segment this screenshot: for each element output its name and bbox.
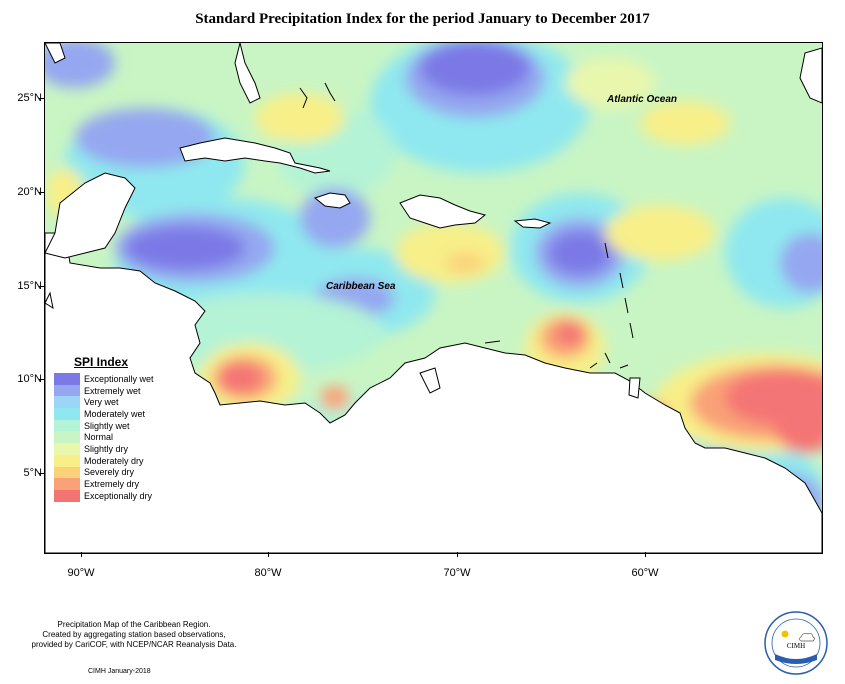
sun-icon xyxy=(781,630,789,638)
footer-line-2: Created by aggregating station based obs… xyxy=(42,630,226,639)
wave-icon xyxy=(775,654,817,664)
legend-label: Exceptionally dry xyxy=(84,490,153,501)
legend-item: Very wet xyxy=(54,396,184,409)
legend-swatch xyxy=(54,419,80,432)
legend-item: Extremely wet xyxy=(54,384,184,397)
legend-swatch xyxy=(54,408,80,420)
lat-label-5n: 5°N xyxy=(23,467,42,479)
lon-label-80w: 80°W xyxy=(254,567,282,579)
atlantic-ocean-label: Atlantic Ocean xyxy=(607,94,678,105)
tick-5n xyxy=(39,473,44,474)
legend-label: Moderately wet xyxy=(84,408,146,419)
tick-70w xyxy=(457,552,458,557)
tick-25n xyxy=(39,98,44,99)
legend-item: Exceptionally dry xyxy=(54,489,184,502)
map-title: Standard Precipitation Index for the per… xyxy=(195,11,650,27)
lon-label-90w: 90°W xyxy=(67,567,95,579)
legend-label: Slightly wet xyxy=(84,420,130,431)
lat-label-10n: 10°N xyxy=(17,373,42,385)
spi-map xyxy=(44,42,823,554)
logo-text: CIMH xyxy=(787,642,805,650)
legend-title: SPI Index xyxy=(74,355,129,369)
tick-10n xyxy=(39,379,44,380)
legend-item: Slightly wet xyxy=(54,419,184,432)
legend-item: Severely dry xyxy=(54,466,184,479)
tick-15n xyxy=(39,286,44,287)
tick-20n xyxy=(39,192,44,193)
legend-label: Extremely wet xyxy=(84,385,141,396)
legend-item: Moderately wet xyxy=(54,408,184,420)
legend-swatch xyxy=(54,396,80,409)
legend-item: Extremely dry xyxy=(54,478,184,490)
tick-90w xyxy=(81,552,82,557)
legend-label: Normal xyxy=(84,432,114,443)
legend-label: Severely dry xyxy=(84,467,135,478)
legend-label: Slightly dry xyxy=(84,443,129,454)
legend-swatch xyxy=(54,454,80,467)
legend-label: Extremely dry xyxy=(84,479,140,490)
cloud-icon xyxy=(799,633,815,642)
legend-swatch xyxy=(54,478,80,490)
legend-label: Very wet xyxy=(84,397,119,408)
legend-swatch xyxy=(54,431,80,444)
legend-swatch xyxy=(54,466,80,479)
spi-fields xyxy=(45,43,822,553)
legend-swatch xyxy=(54,384,80,397)
legend-item: Moderately dry xyxy=(54,454,184,467)
tick-60w xyxy=(645,552,646,557)
legend-items: Exceptionally wet Extremely wet Very wet Mo… xyxy=(54,373,184,502)
lat-label-25n: 25°N xyxy=(17,92,42,104)
spi-legend: SPI Index Exceptionally wet Extremely wet… xyxy=(54,355,184,502)
island-outlines xyxy=(299,82,634,369)
lon-label-60w: 60°W xyxy=(631,567,659,579)
land-masses xyxy=(45,43,822,553)
footer-line-3: provided by CariCOF, with NCEP/NCAR Rean… xyxy=(31,640,237,649)
caribbean-sea-label: Caribbean Sea xyxy=(326,281,396,292)
spi-map-canvas xyxy=(45,43,822,553)
legend-label: Moderately dry xyxy=(84,455,144,466)
legend-label: Exceptionally wet xyxy=(84,373,154,384)
legend-swatch xyxy=(54,373,80,385)
footer-line-1: Precipitation Map of the Caribbean Regio… xyxy=(57,620,211,629)
footer-description: Precipitation Map of the Caribbean Regio… xyxy=(14,620,254,650)
lon-label-70w: 70°W xyxy=(443,567,471,579)
legend-item: Normal xyxy=(54,431,184,444)
legend-item: Exceptionally wet xyxy=(54,373,184,385)
legend-swatch xyxy=(54,443,80,455)
legend-item: Slightly dry xyxy=(54,443,184,455)
cimh-logo: CIMH xyxy=(764,611,828,675)
lat-label-20n: 20°N xyxy=(17,186,42,198)
tick-80w xyxy=(268,552,269,557)
lat-label-15n: 15°N xyxy=(17,280,42,292)
legend-swatch xyxy=(54,489,80,502)
footer-date: CIMH January-2018 xyxy=(88,668,151,675)
